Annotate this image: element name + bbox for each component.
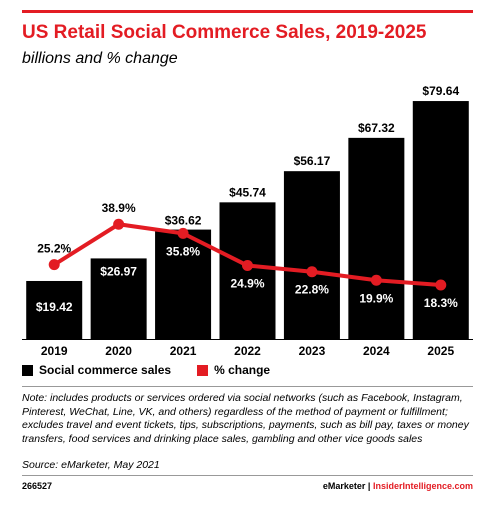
- pct-point-2019: [48, 259, 60, 271]
- pct-point-2024: [370, 274, 382, 286]
- chart-id: 266527: [22, 481, 53, 491]
- chart-note: Note: includes products or services orde…: [22, 392, 469, 445]
- bar-2021: [155, 229, 212, 339]
- bar-2025: [412, 101, 469, 340]
- bar-value-label-2020: $26.97: [100, 264, 137, 278]
- pct-label-2019: 25.2%: [37, 242, 71, 256]
- bar-value-label-2024: $67.32: [358, 121, 395, 135]
- bar-value-label-2025: $79.64: [422, 84, 459, 98]
- pct-point-2023: [306, 266, 318, 278]
- bar-value-label-2021: $36.62: [165, 214, 202, 228]
- bar-2024: [348, 137, 405, 339]
- bar-value-label-2019: $19.42: [36, 300, 73, 314]
- legend-swatch-line: [197, 364, 209, 376]
- legend-label-bars: Social commerce sales: [39, 363, 172, 377]
- bar-2019: [26, 280, 83, 339]
- brand-insider-intelligence: InsiderIntelligence.com: [372, 481, 473, 491]
- top-accent-rule: [22, 10, 473, 13]
- bar-value-label-2023: $56.17: [294, 154, 331, 168]
- notes-divider: [22, 386, 473, 387]
- pct-label-2023: 22.8%: [295, 283, 329, 297]
- pct-point-2025: [435, 279, 447, 291]
- pct-label-2025: 18.3%: [424, 296, 458, 310]
- pct-label-2021: 35.8%: [166, 244, 200, 258]
- brand-emarketer: eMarketer: [322, 481, 366, 491]
- legend-item-bars: Social commerce sales: [22, 363, 171, 377]
- legend-label-line: % change: [214, 363, 271, 377]
- x-tick-label-2023: 2023: [299, 344, 326, 358]
- chart-title: US Retail Social Commerce Sales, 2019-20…: [22, 22, 427, 43]
- brand-separator: |: [367, 481, 371, 491]
- footer-divider: [22, 475, 473, 476]
- social-commerce-chart: 2019 2020 2021 2022 2023 2024 2025 $19.42 $26.97…: [22, 84, 473, 358]
- pct-point-2021: [177, 227, 189, 239]
- x-tick-label-2024: 2024: [363, 344, 390, 358]
- x-tick-label-2025: 2025: [427, 344, 454, 358]
- pct-label-2020: 38.9%: [102, 201, 136, 215]
- pct-label-2024: 19.9%: [359, 291, 393, 305]
- x-tick-label-2021: 2021: [170, 344, 197, 358]
- x-tick-label-2019: 2019: [41, 344, 68, 358]
- x-tick-label-2022: 2022: [234, 344, 261, 358]
- chart-subtitle: billions and % change: [22, 50, 178, 67]
- legend: Social commerce sales % change: [22, 363, 296, 377]
- bar-2023: [283, 171, 340, 339]
- chart-source: Source: eMarketer, May 2021: [22, 459, 160, 471]
- pct-point-2020: [113, 218, 125, 230]
- brand-footer: eMarketer | InsiderIntelligence.com: [323, 481, 473, 491]
- pct-label-2022: 24.9%: [230, 277, 264, 291]
- bar-2020: [90, 258, 147, 339]
- x-tick-label-2020: 2020: [105, 344, 132, 358]
- legend-swatch-bars: [22, 364, 33, 376]
- pct-point-2022: [242, 260, 253, 272]
- legend-item-line: % change: [197, 363, 270, 377]
- bar-value-label-2022: $45.74: [229, 185, 266, 199]
